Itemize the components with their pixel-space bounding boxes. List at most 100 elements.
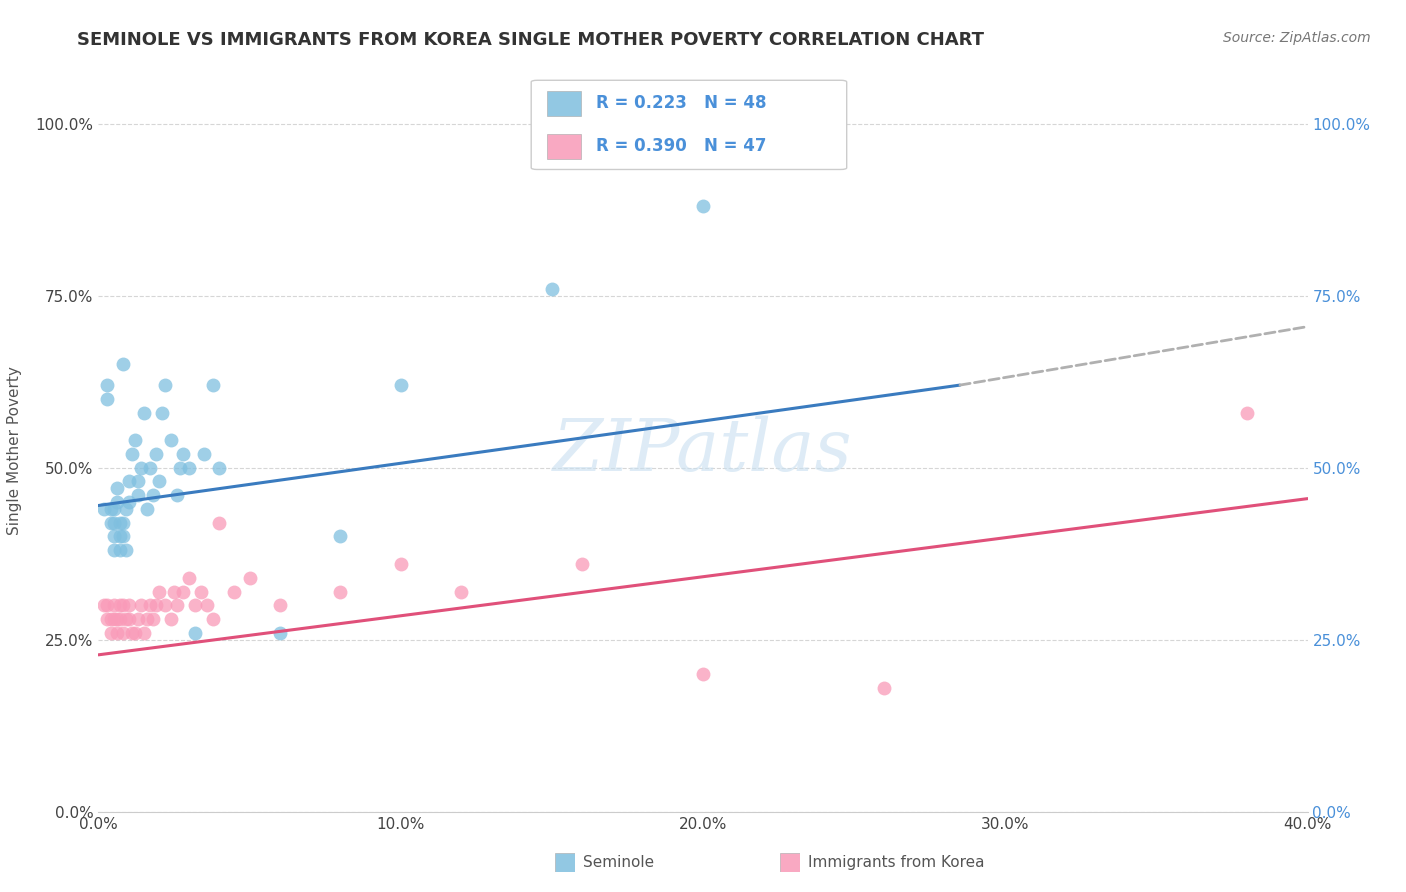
- Point: [108, 529, 131, 543]
- Point: [96, 392, 118, 406]
- Point: [103, 543, 125, 558]
- Text: R = 0.390   N = 47: R = 0.390 N = 47: [596, 137, 766, 155]
- Point: [142, 488, 165, 502]
- Point: [96, 612, 118, 626]
- Point: [103, 612, 125, 626]
- Point: [108, 516, 131, 530]
- Point: [108, 543, 131, 558]
- Point: [105, 495, 128, 509]
- Bar: [547, 91, 581, 116]
- Point: [190, 584, 212, 599]
- Point: [111, 516, 134, 530]
- Point: [193, 447, 215, 461]
- Point: [208, 516, 231, 530]
- Point: [153, 378, 176, 392]
- Point: [124, 625, 146, 640]
- Point: [160, 433, 183, 447]
- Point: [692, 199, 714, 213]
- Point: [389, 378, 412, 392]
- Point: [108, 599, 131, 613]
- Point: [129, 460, 152, 475]
- Point: [103, 599, 125, 613]
- Point: [100, 625, 122, 640]
- Point: [127, 475, 149, 489]
- Point: [93, 502, 115, 516]
- Point: [329, 584, 352, 599]
- Point: [105, 612, 128, 626]
- Point: [145, 599, 167, 613]
- Point: [153, 599, 176, 613]
- Point: [166, 488, 188, 502]
- Point: [103, 502, 125, 516]
- Point: [124, 433, 146, 447]
- Point: [172, 584, 194, 599]
- Point: [114, 502, 136, 516]
- Point: [139, 599, 162, 613]
- Point: [111, 358, 134, 372]
- Y-axis label: Single Mother Poverty: Single Mother Poverty: [7, 366, 21, 535]
- Text: ZIPatlas: ZIPatlas: [553, 415, 853, 486]
- Point: [142, 612, 165, 626]
- Point: [135, 612, 157, 626]
- Point: [540, 282, 562, 296]
- Text: SEMINOLE VS IMMIGRANTS FROM KOREA SINGLE MOTHER POVERTY CORRELATION CHART: SEMINOLE VS IMMIGRANTS FROM KOREA SINGLE…: [77, 31, 984, 49]
- Point: [121, 447, 143, 461]
- Text: Seminole: Seminole: [583, 855, 655, 870]
- Point: [127, 612, 149, 626]
- Point: [118, 495, 141, 509]
- Point: [179, 460, 201, 475]
- Point: [148, 475, 170, 489]
- Point: [169, 460, 191, 475]
- Point: [139, 460, 162, 475]
- Point: [160, 612, 183, 626]
- Point: [224, 584, 246, 599]
- Point: [114, 612, 136, 626]
- Point: [105, 481, 128, 495]
- Point: [166, 599, 188, 613]
- Point: [135, 502, 157, 516]
- Text: R = 0.223   N = 48: R = 0.223 N = 48: [596, 95, 766, 112]
- Point: [96, 599, 118, 613]
- Point: [100, 612, 122, 626]
- Point: [127, 488, 149, 502]
- Point: [132, 625, 155, 640]
- Point: [111, 625, 134, 640]
- Point: [450, 584, 472, 599]
- Point: [100, 516, 122, 530]
- Point: [1236, 406, 1258, 420]
- Text: Immigrants from Korea: Immigrants from Korea: [808, 855, 986, 870]
- Point: [239, 571, 262, 585]
- Point: [163, 584, 186, 599]
- Point: [184, 625, 207, 640]
- Point: [93, 599, 115, 613]
- Point: [571, 557, 593, 571]
- Point: [114, 543, 136, 558]
- Point: [269, 599, 291, 613]
- Point: [873, 681, 896, 695]
- Text: Source: ZipAtlas.com: Source: ZipAtlas.com: [1223, 31, 1371, 45]
- Point: [103, 516, 125, 530]
- Point: [389, 557, 412, 571]
- FancyBboxPatch shape: [531, 80, 846, 169]
- Point: [129, 599, 152, 613]
- Point: [118, 599, 141, 613]
- Point: [118, 612, 141, 626]
- Point: [111, 599, 134, 613]
- Point: [150, 406, 173, 420]
- Point: [145, 447, 167, 461]
- Point: [692, 667, 714, 681]
- Point: [202, 378, 225, 392]
- Point: [96, 378, 118, 392]
- Point: [202, 612, 225, 626]
- Point: [132, 406, 155, 420]
- Point: [184, 599, 207, 613]
- Bar: [547, 134, 581, 159]
- Point: [329, 529, 352, 543]
- Point: [121, 625, 143, 640]
- Point: [148, 584, 170, 599]
- Point: [179, 571, 201, 585]
- Point: [103, 529, 125, 543]
- Point: [208, 460, 231, 475]
- Point: [108, 612, 131, 626]
- Point: [105, 625, 128, 640]
